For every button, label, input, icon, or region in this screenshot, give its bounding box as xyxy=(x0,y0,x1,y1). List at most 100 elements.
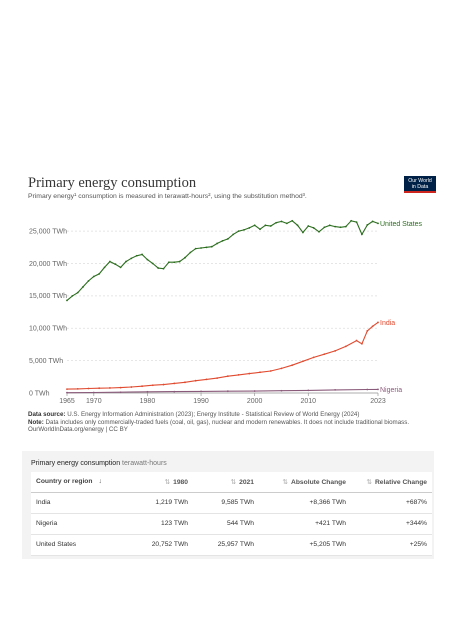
data-point xyxy=(184,381,186,384)
x-tick-label: 2010 xyxy=(301,398,317,405)
data-point xyxy=(377,222,379,225)
data-point xyxy=(323,353,326,356)
data-point xyxy=(76,387,79,390)
data-point xyxy=(130,386,133,388)
data-point xyxy=(253,224,256,227)
data-point xyxy=(377,321,379,324)
series-line-united-states xyxy=(66,220,379,301)
data-point xyxy=(194,379,197,382)
data-point xyxy=(205,378,208,381)
data-point xyxy=(323,226,326,229)
data-point xyxy=(66,391,68,394)
data-point xyxy=(302,360,304,363)
data-point xyxy=(269,225,272,227)
line-chart[interactable]: 0 TWh 5,000 TWh 10,000 TWh 15,000 TWh 20,000… xyxy=(0,205,474,405)
source-url-link[interactable]: OurWorldInData.org/energy | CC BY xyxy=(28,426,128,434)
column-header-1980[interactable]: ⇅ 1980 xyxy=(127,472,193,493)
data-point xyxy=(280,389,283,392)
data-point xyxy=(307,225,310,227)
data-point xyxy=(205,246,208,249)
x-tick-label: 1980 xyxy=(140,398,156,405)
chart-title: Primary energy consumption xyxy=(28,175,197,191)
y-tick-label: 20,000 TWh xyxy=(29,261,67,268)
data-point xyxy=(151,262,154,265)
data-point xyxy=(350,219,353,222)
data-point xyxy=(334,350,337,352)
data-point xyxy=(259,371,261,374)
sort-icon: ⇅ xyxy=(230,478,237,486)
data-table: Country or region ↓ ⇅ 1980 ⇅ 2021 ⇅ Absolute… xyxy=(31,472,432,556)
data-point xyxy=(355,221,358,223)
table-cell: United States xyxy=(31,534,127,556)
data-point xyxy=(125,260,127,263)
data-point xyxy=(280,220,283,223)
data-point xyxy=(141,385,143,388)
series-label: India xyxy=(380,320,395,327)
data-point xyxy=(119,386,122,389)
column-header-country[interactable]: Country or region ↓ xyxy=(31,472,127,493)
data-point xyxy=(221,239,224,242)
data-point xyxy=(371,220,374,223)
table-cell: India xyxy=(31,492,127,514)
data-point xyxy=(200,390,202,393)
y-tick-label: 5,000 TWh xyxy=(29,358,63,365)
data-point xyxy=(307,389,310,392)
data-point xyxy=(216,377,219,380)
column-header-2021[interactable]: ⇅ 2021 xyxy=(193,472,259,493)
data-source: Data source: U.S. Energy Information Adm… xyxy=(28,411,360,418)
data-point xyxy=(184,256,186,259)
data-point xyxy=(226,375,229,378)
table-cell: 9,585 TWh xyxy=(193,492,259,514)
data-point xyxy=(98,272,101,275)
table-cell: +5,205 TWh xyxy=(259,534,351,556)
data-point xyxy=(291,364,294,367)
data-point xyxy=(87,387,90,390)
column-header-absolute-change[interactable]: ⇅ Absolute Change xyxy=(259,472,351,493)
y-tick-label: 15,000 TWh xyxy=(29,293,67,300)
data-point xyxy=(253,390,256,392)
data-point xyxy=(216,242,219,245)
data-point xyxy=(237,373,240,376)
data-point xyxy=(344,345,347,348)
y-tick-label: 25,000 TWh xyxy=(29,228,67,235)
sort-down-arrow-icon: ↓ xyxy=(98,478,102,486)
data-point xyxy=(98,387,101,390)
data-point xyxy=(119,266,122,269)
table-row: Nigeria 123 TWh 544 TWh +421 TWh +344% xyxy=(31,513,432,535)
data-point xyxy=(361,342,363,345)
data-point xyxy=(82,285,84,288)
table-row: United States 20,752 TWh 25,957 TWh +5,2… xyxy=(31,534,432,556)
data-point xyxy=(157,267,160,269)
data-point xyxy=(66,388,68,391)
data-point xyxy=(151,384,154,387)
data-point xyxy=(248,372,251,375)
data-point xyxy=(119,391,122,394)
data-point xyxy=(296,224,299,227)
data-point xyxy=(146,258,149,261)
data-point xyxy=(291,219,294,222)
data-point xyxy=(114,263,117,266)
data-point xyxy=(334,388,337,391)
data-point xyxy=(200,247,202,249)
data-point xyxy=(103,266,106,269)
table-cell: +421 TWh xyxy=(259,513,351,535)
x-tick-label: 2000 xyxy=(247,398,263,405)
chart-subtitle: Primary energy¹ consumption is measured … xyxy=(28,193,307,200)
data-point xyxy=(328,224,331,227)
series-label: Nigeria xyxy=(380,387,402,394)
data-point xyxy=(285,222,288,225)
table-header-row: Country or region ↓ ⇅ 1980 ⇅ 2021 ⇅ Absolute… xyxy=(31,472,432,493)
owid-logo[interactable]: Our World in Data xyxy=(404,176,436,193)
data-point xyxy=(194,247,197,250)
data-point xyxy=(264,224,267,227)
data-point xyxy=(135,254,138,257)
table-cell: +8,366 TWh xyxy=(259,492,351,514)
data-point xyxy=(87,280,90,282)
table-cell: +25% xyxy=(351,534,432,556)
column-header-relative-change[interactable]: ⇅ Relative Change xyxy=(351,472,432,493)
table-cell: +344% xyxy=(351,513,432,535)
data-point xyxy=(377,388,379,391)
data-point xyxy=(334,225,337,228)
data-point xyxy=(108,260,111,263)
chart-note: Note: Data includes only commercially-tr… xyxy=(28,418,410,426)
